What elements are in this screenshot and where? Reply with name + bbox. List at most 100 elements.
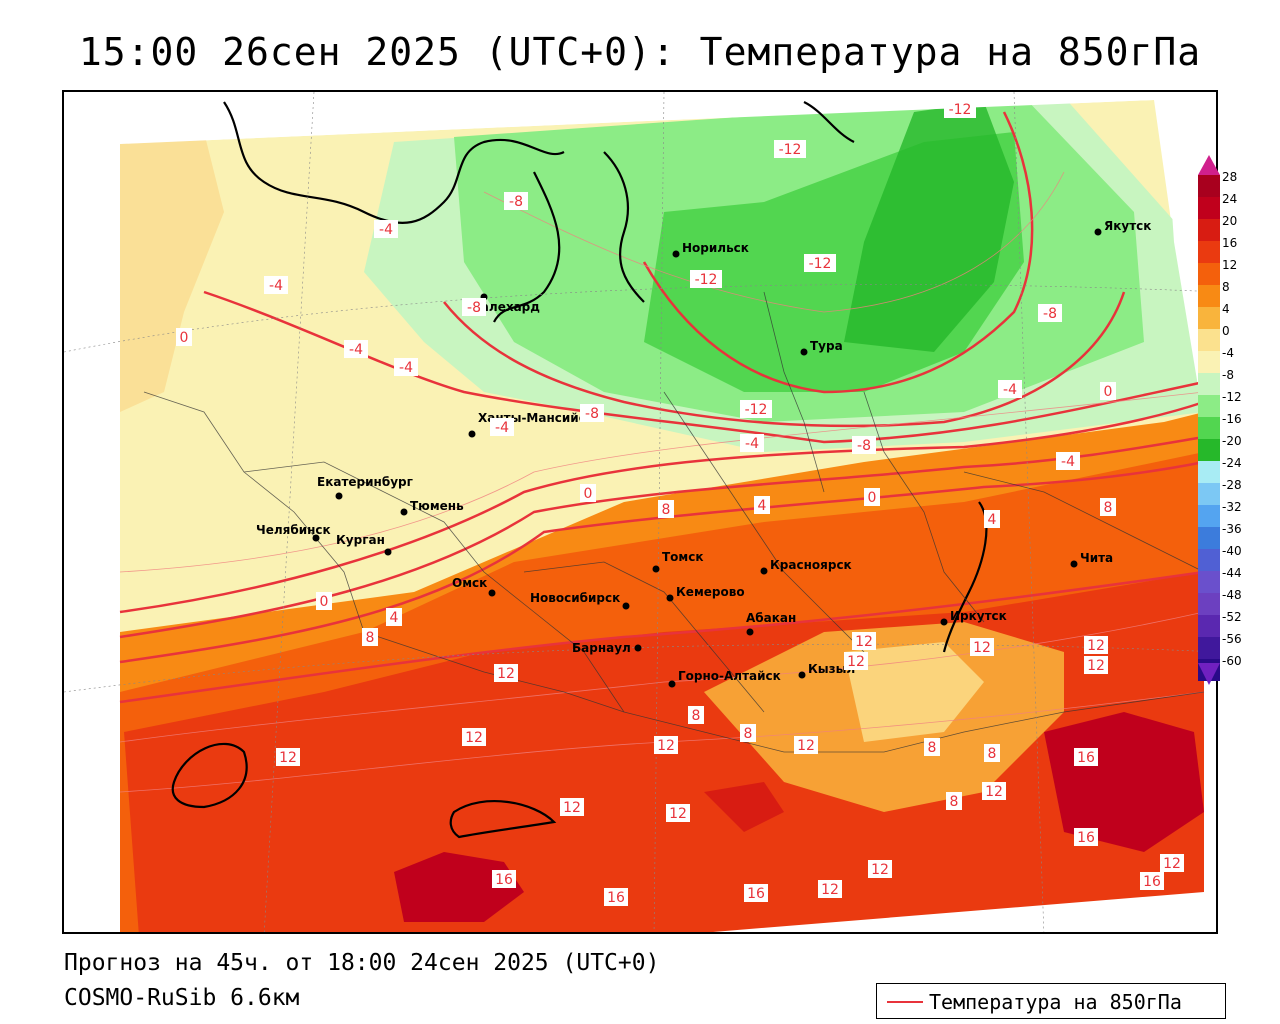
contour-label-box	[1084, 656, 1108, 674]
temperature-map[interactable]: Норильск Якутск Салехард Тура Ханты-Мансийск…	[62, 90, 1218, 934]
contour-label-box	[998, 380, 1022, 398]
city-label: Кызыл	[808, 662, 855, 676]
city-marker	[634, 644, 642, 652]
contour-label-text: 12	[279, 750, 297, 766]
contour-label: 12	[1084, 656, 1108, 674]
contour-label: 8	[740, 724, 756, 742]
colorbar-tick-label: -16	[1222, 412, 1242, 426]
contour-label: 16	[744, 884, 768, 902]
contour-label-text: 12	[847, 654, 865, 670]
contour-label-text: 12	[657, 738, 675, 754]
city-label: Норильск	[682, 241, 749, 255]
contour-label-text: 12	[497, 666, 515, 682]
contour-label: -8	[462, 298, 486, 316]
contour-label-box	[580, 484, 596, 502]
contour-label: 12	[276, 748, 300, 766]
contour-label: 0	[580, 484, 596, 502]
colorbar-tick-label: -60	[1222, 654, 1242, 668]
contour-label-text: 8	[950, 794, 959, 810]
contour-label: 0	[1100, 382, 1116, 400]
contour-label: 12	[666, 804, 690, 822]
contour-label-text: 12	[973, 640, 991, 656]
domain-light-orange	[120, 132, 224, 412]
contour-label-box	[666, 804, 690, 822]
deep-green-region	[844, 102, 1014, 352]
contour-label: -4	[998, 380, 1022, 398]
contour-label: 8	[924, 738, 940, 756]
contour-label-text: -12	[949, 102, 972, 118]
contour-label: -4	[264, 276, 288, 294]
contour-label-box	[1084, 636, 1108, 654]
contour-label-box	[924, 738, 940, 756]
city-layer: НорильскЯкутскСалехардТураХанты-Мансийск…	[256, 219, 1151, 688]
contour-label-box	[1056, 452, 1080, 470]
contour-label-box	[690, 270, 722, 288]
contour-label-box	[740, 400, 772, 418]
city-marker	[400, 508, 408, 516]
city-label: Якутск	[1104, 219, 1151, 233]
colorbar-top-arrow	[1198, 155, 1220, 175]
contour-label: 8	[688, 706, 704, 724]
contour-label: -8	[1038, 304, 1062, 322]
colorbar-cell	[1198, 571, 1220, 593]
colorbar-tick-label: 12	[1222, 258, 1238, 272]
city-label: Кемерово	[676, 585, 745, 599]
contour-label-box	[794, 736, 818, 754]
colorbar	[1198, 155, 1220, 699]
contour-label-text: 16	[1077, 830, 1095, 846]
city-marker	[1070, 560, 1078, 568]
contour-label-text: 12	[563, 800, 581, 816]
colorbar-cell	[1198, 527, 1220, 549]
contour-label-box	[868, 860, 892, 878]
colorbar-tick-label: 20	[1222, 214, 1238, 228]
contour-label-text: -4	[495, 420, 509, 436]
colorbar-tick-label: 28	[1222, 170, 1238, 184]
map-legend: Температура на 850гПа	[876, 983, 1226, 1019]
contour-label-text: 12	[1087, 658, 1105, 674]
contour-label-text: 0	[868, 490, 877, 506]
contour-label-text: 8	[692, 708, 701, 724]
contour-label-box	[504, 192, 528, 210]
city-marker	[668, 680, 676, 688]
contour-label-text: 0	[320, 594, 329, 610]
contour-label: 4	[386, 608, 402, 626]
colorbar-cell	[1198, 593, 1220, 615]
contour-minus12	[642, 111, 1034, 394]
colorbar-tick-label: -8	[1222, 368, 1234, 382]
colorbar-tick-label: -36	[1222, 522, 1242, 536]
colorbar-svg	[1198, 155, 1220, 685]
city-label: Чита	[1080, 551, 1113, 565]
contour-label-text: 8	[1104, 500, 1113, 516]
minor-contours	[119, 171, 1205, 793]
dark-red-patch-2	[1044, 712, 1204, 852]
city-marker	[940, 618, 948, 626]
contour-label-box	[374, 220, 398, 238]
city-label: Челябинск	[256, 523, 331, 537]
contour-label-box	[1100, 498, 1116, 516]
colorbar-tick-label: -20	[1222, 434, 1242, 448]
city-label: Абакан	[746, 611, 796, 625]
contour-label-box	[1140, 872, 1164, 890]
contour-label: 0	[316, 592, 332, 610]
map-svg: НорильскЯкутскСалехардТураХанты-Мансийск…	[64, 92, 1216, 932]
contour-label: -12	[804, 254, 836, 272]
contour-label-text: 8	[366, 630, 375, 646]
contour-label-text: -12	[695, 272, 718, 288]
contour-label: 8	[1100, 498, 1116, 516]
contour-label-box	[490, 418, 514, 436]
contour-label-text: -12	[809, 256, 832, 272]
model-name: COSMO-RuSib 6.6км	[64, 985, 300, 1011]
contour-label-text: -8	[1043, 306, 1057, 322]
forecast-text: Прогноз на 45ч. от 18:00 24сен 2025 (UTC…	[64, 950, 660, 976]
contour-label: -12	[690, 270, 722, 288]
outside-left	[64, 92, 120, 932]
city-label: Тура	[810, 339, 843, 353]
contour-label-text: 4	[390, 610, 399, 626]
city-marker	[800, 348, 808, 356]
contour-label: -12	[774, 140, 806, 158]
contour-label-box	[982, 782, 1006, 800]
contour-0	[119, 400, 1205, 614]
dark-red-patch-3	[704, 782, 784, 832]
colorbar-cell	[1198, 241, 1220, 263]
contour-label-text: 16	[607, 890, 625, 906]
